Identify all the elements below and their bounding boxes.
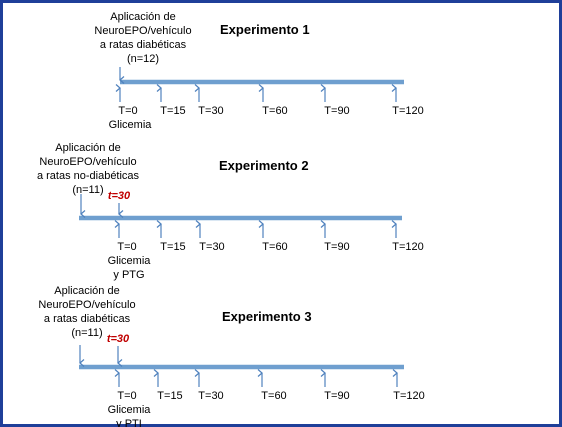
application-label-line: a ratas diabéticas	[44, 313, 131, 325]
application-label-line: a ratas no-diabéticas	[37, 170, 140, 182]
application-label-line: NeuroEPO/vehículo	[94, 25, 191, 37]
timepoint-label: T=60	[262, 241, 287, 253]
experiment-3: Experimento 3 Aplicación de NeuroEPO/vehíc…	[38, 285, 424, 427]
injection-marker-label: t=30	[108, 190, 131, 202]
application-label-line: (n=12)	[127, 53, 159, 65]
timepoint-label: T=30	[198, 390, 223, 402]
application-label-line: (n=11)	[71, 327, 102, 339]
application-label-line: Aplicación de	[110, 11, 175, 23]
timepoint-label: T=15	[160, 105, 185, 117]
t0-note: Glicemia	[108, 255, 152, 267]
timepoint-label: T=30	[198, 105, 223, 117]
application-label-line: NeuroEPO/vehículo	[38, 299, 135, 311]
t0-note: y PTG	[113, 269, 144, 281]
timepoint-label: T=0	[118, 105, 137, 117]
application-label-line: NeuroEPO/vehículo	[39, 156, 136, 168]
timepoint-label: T=0	[117, 241, 136, 253]
timepoint-label: T=90	[324, 390, 349, 402]
application-label-line: a ratas diabéticas	[100, 39, 187, 51]
t0-note: Glicemia	[109, 119, 153, 131]
timepoint-label: T=90	[324, 105, 349, 117]
timepoint-label: T=90	[324, 241, 349, 253]
t0-note: Glicemia	[108, 404, 152, 416]
timepoint-label: T=60	[261, 390, 286, 402]
experiment-title: Experimento 1	[220, 22, 310, 37]
experiment-1: Experimento 1 Aplicación de NeuroEPO/vehíc…	[94, 11, 423, 131]
application-label-line: (n=11)	[72, 184, 103, 196]
application-label-line: Aplicación de	[54, 285, 119, 297]
t0-note: y PTI	[116, 418, 142, 427]
timepoint-label: T=30	[199, 241, 224, 253]
timepoint-label: T=120	[393, 390, 425, 402]
injection-marker-label: t=30	[107, 333, 130, 345]
timepoint-label: T=60	[262, 105, 287, 117]
application-label-line: Aplicación de	[55, 142, 120, 154]
timepoint-label: T=15	[160, 241, 185, 253]
experiment-2: Experimento 2 Aplicación de NeuroEPO/vehíc…	[37, 142, 424, 281]
experiment-title: Experimento 2	[219, 158, 309, 173]
timepoint-label: T=120	[392, 241, 424, 253]
timepoint-label: T=0	[117, 390, 136, 402]
experiment-title: Experimento 3	[222, 309, 312, 324]
timepoint-label: T=120	[392, 105, 424, 117]
timepoint-label: T=15	[157, 390, 182, 402]
